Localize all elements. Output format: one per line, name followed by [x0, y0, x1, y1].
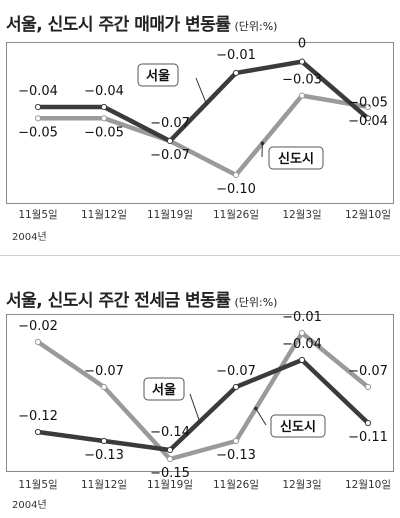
- chart-title: 서울, 신도시 주간 전세금 변동률 (단위:%): [6, 291, 278, 311]
- data-label: −0.13: [216, 448, 256, 463]
- x-tick-label: 11월19일: [147, 478, 193, 491]
- chart-panel-jeonse: 서울, 신도시 주간 전세금 변동률 (단위:%) 11월5일 11월12일 11월1…: [0, 262, 400, 518]
- data-point: [166, 446, 174, 454]
- x-tick-label: 12월10일: [345, 478, 391, 491]
- data-label: −0.01: [216, 48, 256, 63]
- x-tick-label: 12월10일: [345, 208, 391, 221]
- data-point: [34, 115, 42, 122]
- chart-title: 서울, 신도시 주간 매매가 변동률 (단위:%): [6, 15, 278, 35]
- data-label: −0.04: [282, 337, 322, 352]
- legend-anchor-dot: [254, 406, 258, 411]
- data-point: [166, 137, 174, 145]
- data-label: −0.03: [282, 73, 322, 88]
- year-label: 2004년: [12, 232, 47, 243]
- legend-anchor-dot: [260, 141, 265, 146]
- data-label: −0.10: [216, 182, 256, 197]
- data-label: −0.07: [150, 148, 190, 163]
- series-line: [35, 93, 371, 178]
- legend-leader-line: [195, 77, 207, 104]
- data-label: −0.12: [18, 409, 58, 424]
- legend-callout: 신도시: [254, 406, 326, 438]
- x-tick-label: 11월12일: [81, 478, 127, 491]
- data-point: [298, 58, 306, 65]
- line-chart: 11월5일 11월12일 11월19일 11월26일 12월3일 12월10일 −0.04 −…: [18, 37, 391, 221]
- data-point: [232, 437, 240, 445]
- data-label: −0.04: [18, 84, 58, 99]
- data-label: −0.07: [216, 364, 256, 379]
- data-label: −0.04: [84, 84, 124, 99]
- legend-label: 신도시: [278, 152, 314, 167]
- data-label: −0.05: [18, 125, 58, 140]
- data-label: −0.01: [282, 310, 322, 325]
- data-point: [34, 338, 42, 346]
- data-label: −0.05: [84, 125, 124, 140]
- x-tick-label: 12월3일: [282, 478, 321, 491]
- data-label: −0.07: [150, 116, 190, 131]
- data-point: [232, 69, 240, 77]
- unit-label: (단위:%): [234, 20, 278, 33]
- data-point: [364, 383, 372, 391]
- data-point: [298, 92, 306, 99]
- data-point: [364, 419, 372, 427]
- x-tick-label: 11월5일: [18, 478, 57, 491]
- data-label: −0.13: [84, 448, 124, 463]
- legend-anchor-dot: [197, 419, 202, 424]
- data-point: [34, 103, 42, 111]
- chart-panel-sale-price: 서울, 신도시 주간 매매가 변동률 (단위:%) 11월5일 11월12일 11월1…: [0, 0, 400, 250]
- data-label: −0.02: [18, 319, 58, 334]
- data-point: [100, 115, 108, 122]
- legend-anchor-dot: [204, 101, 209, 106]
- data-point: [166, 455, 174, 463]
- series-line: [35, 59, 371, 144]
- series-line: [35, 357, 371, 453]
- data-label: 0: [298, 37, 306, 52]
- divider: [0, 255, 400, 256]
- line-chart: 11월5일 11월12일 11월19일 11월26일 12월3일 12월10일 −0.12 −…: [18, 310, 391, 491]
- data-label: −0.04: [348, 114, 388, 129]
- legend-callout: 서울: [143, 377, 202, 424]
- data-label: −0.11: [348, 430, 388, 445]
- legend-box: [268, 146, 324, 170]
- data-label: −0.14: [150, 425, 190, 440]
- plot-area: [6, 42, 394, 204]
- legend-callout: 신도시: [260, 141, 324, 170]
- x-tick-label: 11월5일: [18, 208, 57, 221]
- data-label: −0.07: [84, 364, 124, 379]
- data-label: −0.07: [348, 364, 388, 379]
- data-point: [364, 115, 372, 122]
- data-point: [364, 103, 372, 111]
- unit-label: (단위:%): [234, 296, 278, 309]
- data-label: −0.15: [150, 466, 190, 481]
- data-point: [100, 437, 108, 445]
- data-label: −0.05: [348, 95, 388, 110]
- data-point: [298, 356, 306, 364]
- legend-callout: 서울: [137, 63, 209, 106]
- x-tick-label: 11월26일: [213, 208, 259, 221]
- legend-box: [137, 63, 179, 87]
- data-point: [298, 329, 306, 337]
- x-tick-label: 11월26일: [213, 478, 259, 491]
- plot-area: [6, 314, 394, 472]
- data-point: [232, 171, 240, 179]
- data-point: [232, 383, 240, 391]
- legend-leader-line: [255, 408, 267, 426]
- legend-box: [143, 377, 185, 401]
- legend-leader-line: [189, 393, 201, 422]
- legend-label: 신도시: [280, 420, 316, 435]
- x-tick-label: 12월3일: [282, 208, 321, 221]
- legend-label: 서울: [146, 68, 170, 84]
- series-line: [35, 330, 371, 462]
- data-point: [34, 428, 42, 436]
- data-point: [100, 103, 108, 111]
- year-label: 2004년: [12, 500, 47, 511]
- x-tick-label: 11월19일: [147, 208, 193, 221]
- data-point: [100, 383, 108, 391]
- x-tick-label: 11월12일: [81, 208, 127, 221]
- legend-box: [270, 414, 326, 438]
- legend-label: 서울: [152, 382, 176, 398]
